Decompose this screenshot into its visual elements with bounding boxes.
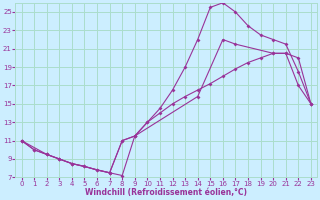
X-axis label: Windchill (Refroidissement éolien,°C): Windchill (Refroidissement éolien,°C)	[85, 188, 247, 197]
